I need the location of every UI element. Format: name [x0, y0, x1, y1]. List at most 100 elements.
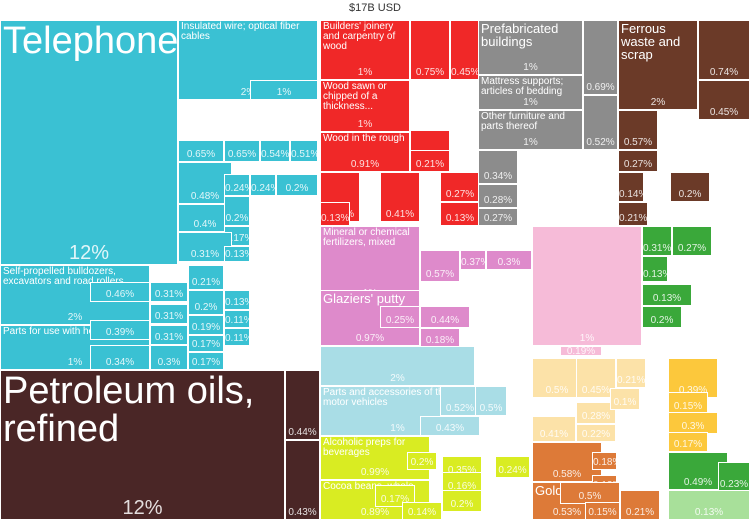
treemap-tile[interactable]: 0.31%	[642, 226, 672, 256]
treemap-tile[interactable]: 0.24%	[224, 174, 250, 196]
treemap-tile[interactable]: 0.13%	[642, 256, 668, 282]
treemap-tile[interactable]: 0.45%	[576, 358, 616, 398]
treemap-tile[interactable]: 0.28%	[478, 184, 518, 208]
treemap-tile[interactable]: 0.21%	[616, 358, 646, 388]
treemap-tile[interactable]: 0.2%	[442, 490, 482, 512]
treemap-tile[interactable]: 0.2%	[224, 196, 250, 226]
treemap-tile[interactable]: 0.11%	[224, 328, 250, 346]
treemap-tile[interactable]: 0.17%	[188, 335, 224, 352]
treemap-tile[interactable]: 0.14%	[402, 502, 442, 520]
treemap-tile[interactable]: 0.43%	[420, 416, 480, 436]
treemap-tile[interactable]: 1%	[532, 226, 642, 346]
treemap-tile[interactable]: 0.27%	[478, 208, 518, 226]
treemap-tile[interactable]: 0.13%	[224, 290, 250, 310]
treemap-tile[interactable]: 0.65%	[224, 140, 260, 162]
treemap-tile-ferrous-waste-and-scrap[interactable]: Ferrous waste and scrap 2%	[618, 20, 698, 110]
treemap-tile[interactable]: 0.28%	[576, 402, 616, 424]
treemap-tile-other-furniture-and-parts-thereof[interactable]: Other furniture and parts thereof 1%	[478, 110, 583, 150]
treemap-tile[interactable]: 0.31%	[150, 282, 188, 302]
treemap-tile[interactable]: 0.51%	[290, 140, 318, 162]
treemap-tile[interactable]: 2%	[320, 346, 475, 386]
treemap-tile[interactable]: 0.24%	[495, 456, 530, 478]
treemap-tile[interactable]: 0.2%	[188, 290, 224, 315]
treemap-tile[interactable]: 0.21%	[618, 202, 648, 226]
treemap-tile[interactable]: 0.19%	[560, 346, 602, 356]
treemap-tile[interactable]: 0.24%	[250, 174, 276, 196]
treemap-tile[interactable]: 0.13%	[320, 202, 350, 226]
treemap-tile[interactable]: 0.52%	[440, 386, 480, 416]
treemap-tile[interactable]: 0.17%	[188, 352, 224, 370]
treemap-tile[interactable]: 0.17%	[668, 432, 708, 452]
treemap-tile-insulated-wire-optical-fiber-cables[interactable]: Insulated wire; optical fiber cables 2%	[178, 20, 318, 100]
treemap-tile[interactable]: 0.1%	[610, 388, 640, 410]
treemap-tile-wood-sawn-or-chipped-of-a-thickness[interactable]: Wood sawn or chipped of a thickness... 1%	[320, 80, 410, 132]
treemap-tile-wood-in-the-rough[interactable]: Wood in the rough 0.91%	[320, 132, 410, 172]
treemap-tile[interactable]: 0.31%	[150, 325, 188, 345]
treemap-tile[interactable]: 0.34%	[90, 345, 150, 370]
treemap-tile-prefabricated-buildings[interactable]: Prefabricated buildings 1%	[478, 20, 583, 75]
treemap-tile[interactable]: 0.18%	[420, 328, 460, 348]
treemap-tile[interactable]: 0.31%	[150, 304, 188, 324]
treemap-tile[interactable]: 0.44%	[285, 370, 320, 440]
treemap-tile[interactable]: 0.13%	[440, 202, 480, 226]
treemap-tile[interactable]: 0.14%	[618, 172, 644, 202]
treemap-tile-builders-joinery-and-carpentry-of-wood[interactable]: Builders' joinery and carpentry of wood 1…	[320, 20, 410, 80]
treemap-tile[interactable]: 0.34%	[478, 150, 518, 184]
treemap-tile[interactable]: 0.2%	[642, 306, 682, 328]
treemap-tile[interactable]: 0.54%	[260, 140, 290, 162]
treemap-tile[interactable]: 0.5%	[475, 386, 507, 416]
treemap-tile[interactable]: 0.21%	[620, 490, 660, 520]
treemap-tile[interactable]: 0.58%	[532, 442, 602, 482]
treemap-tile[interactable]: 0.43%	[285, 440, 320, 520]
treemap-tile-mattress-supports-articles-of-bedding[interactable]: Mattress supports; articles of bedding 1%	[478, 75, 583, 110]
treemap-tile[interactable]: 0.27%	[618, 150, 658, 172]
treemap-tile[interactable]: 0.3%	[486, 250, 532, 270]
treemap-tile[interactable]: 0.45%	[450, 20, 480, 80]
treemap-tile-mineral-or-chemical-fertilizers-mixed[interactable]: Mineral or chemical fertilizers, mixed1%	[320, 226, 420, 301]
treemap-tile-petroleum-oils-refined[interactable]: Petroleum oils, refined 12%	[0, 370, 285, 520]
treemap-tile[interactable]: 0.21%	[188, 265, 224, 290]
treemap-tile[interactable]: 0.27%	[440, 172, 480, 202]
treemap-tile[interactable]: 0.3%	[668, 412, 718, 434]
treemap-tile-telephones[interactable]: Telephones 12%	[0, 20, 178, 265]
treemap-tile[interactable]: 0.57%	[420, 250, 460, 282]
treemap-tile[interactable]: 0.75%	[410, 20, 450, 80]
treemap-tile[interactable]: 0.2%	[407, 452, 437, 470]
treemap-tile[interactable]: 0.13%	[668, 490, 750, 520]
treemap-tile[interactable]: 0.65%	[178, 140, 224, 162]
treemap-tile[interactable]: 1%	[250, 80, 318, 100]
treemap-tile[interactable]: 0.39%	[90, 320, 150, 340]
treemap-tile[interactable]: 0.17%	[375, 485, 415, 507]
treemap-tile[interactable]: 0.52%	[583, 95, 618, 150]
treemap-tile[interactable]: 0.5%	[532, 358, 582, 398]
treemap-tile[interactable]: 0.15%	[668, 392, 708, 414]
treemap-tile[interactable]: 0.69%	[583, 20, 618, 95]
treemap-tile[interactable]: 0.27%	[672, 226, 712, 256]
treemap-tile[interactable]: 0.39%	[668, 358, 718, 398]
treemap-tile[interactable]: 0.11%	[224, 310, 250, 328]
treemap-tile[interactable]: 0.57%	[618, 110, 658, 150]
treemap-tile[interactable]: 0.2%	[276, 174, 318, 196]
treemap-tile[interactable]: 0.46%	[90, 282, 150, 302]
treemap-tile[interactable]: 0.5%	[560, 482, 620, 504]
treemap-tile[interactable]: 0.2%	[670, 172, 710, 202]
treemap-tile[interactable]: 0.44%	[420, 306, 470, 328]
treemap-tile[interactable]: 0.48%	[178, 162, 232, 204]
treemap-tile[interactable]: 0.21%	[410, 150, 450, 172]
treemap-tile[interactable]: 0.41%	[532, 416, 576, 442]
treemap-tile[interactable]: 0.22%	[576, 424, 616, 442]
treemap-tile[interactable]: 0.13%	[224, 246, 250, 262]
treemap-tile[interactable]: 0.18%	[592, 452, 617, 470]
treemap-tile[interactable]: 0.16%	[442, 472, 482, 494]
treemap-tile[interactable]: 0.45%	[698, 80, 750, 120]
treemap-tile-glaziers-putty[interactable]: Glaziers' putty 0.97%	[320, 290, 420, 346]
treemap-tile[interactable]: 0.19%	[188, 315, 224, 335]
treemap-tile[interactable]: 0.37%	[460, 250, 486, 270]
treemap-tile[interactable]: 0.23%	[718, 462, 750, 492]
treemap-tile[interactable]: 0.25%	[380, 306, 420, 328]
treemap-tile[interactable]: 0.15%	[585, 502, 620, 520]
treemap-tile[interactable]: 0.41%	[380, 172, 420, 222]
treemap-tile[interactable]: 0.3%	[150, 345, 188, 370]
treemap-tile[interactable]: 0.13%	[642, 284, 692, 306]
treemap-tile[interactable]: 0.74%	[698, 20, 750, 80]
